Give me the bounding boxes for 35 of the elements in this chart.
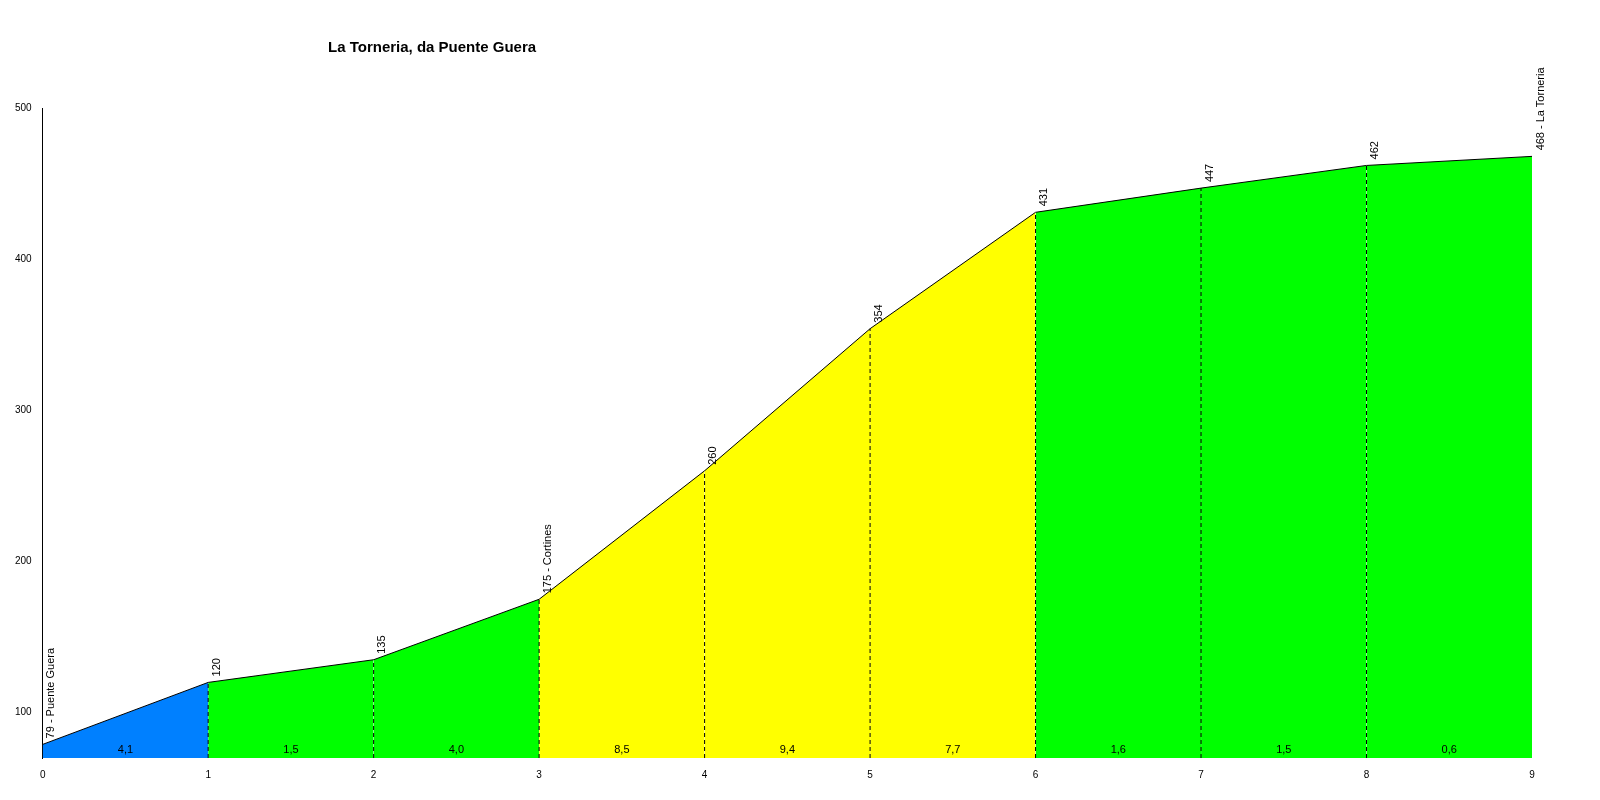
annotation: 0,6 <box>1441 742 1457 755</box>
annotation: 462 <box>1368 141 1381 160</box>
x-tick-label: 6 <box>1032 768 1039 780</box>
annotation: 7,7 <box>945 742 961 755</box>
x-tick-label: 1 <box>205 768 212 780</box>
x-tick-label: 9 <box>1529 768 1536 780</box>
annotation: 431 <box>1037 187 1050 207</box>
x-tick-label: 5 <box>867 768 874 780</box>
x-tick-label: 4 <box>701 768 708 780</box>
annotation: 354 <box>871 304 884 323</box>
annotation: 8,5 <box>614 742 630 755</box>
y-tick-label: 500 <box>15 101 33 113</box>
annotation: 1,6 <box>1110 742 1126 755</box>
x-tick-label: 8 <box>1363 768 1370 780</box>
y-tick-label: 400 <box>15 252 33 264</box>
x-tick-label: 0 <box>39 768 46 780</box>
annotation: 1,5 <box>1276 742 1292 755</box>
annotation: 175 - Cortines <box>540 523 553 594</box>
y-tick-label: 300 <box>15 404 33 416</box>
annotation: 447 <box>1202 163 1215 183</box>
x-tick-label: 7 <box>1198 768 1205 780</box>
chart-title: La Torneria, da Puente Guera <box>328 38 537 55</box>
annotation: 4,1 <box>117 742 134 755</box>
annotation: 135 <box>375 635 388 654</box>
annotation: 120 <box>209 658 222 677</box>
x-tick-label: 2 <box>370 768 377 780</box>
annotation: 468 - La Torneria <box>1533 66 1546 151</box>
y-tick-label: 100 <box>15 706 33 718</box>
x-tick-label: 3 <box>536 768 543 780</box>
annotation: 79 - Puente Guera <box>44 647 57 739</box>
annotation: 260 <box>706 446 719 465</box>
y-tick-label: 200 <box>15 555 33 567</box>
annotation: 9,4 <box>779 742 795 755</box>
annotation: 4,0 <box>448 742 465 755</box>
annotation: 1,5 <box>283 742 299 755</box>
